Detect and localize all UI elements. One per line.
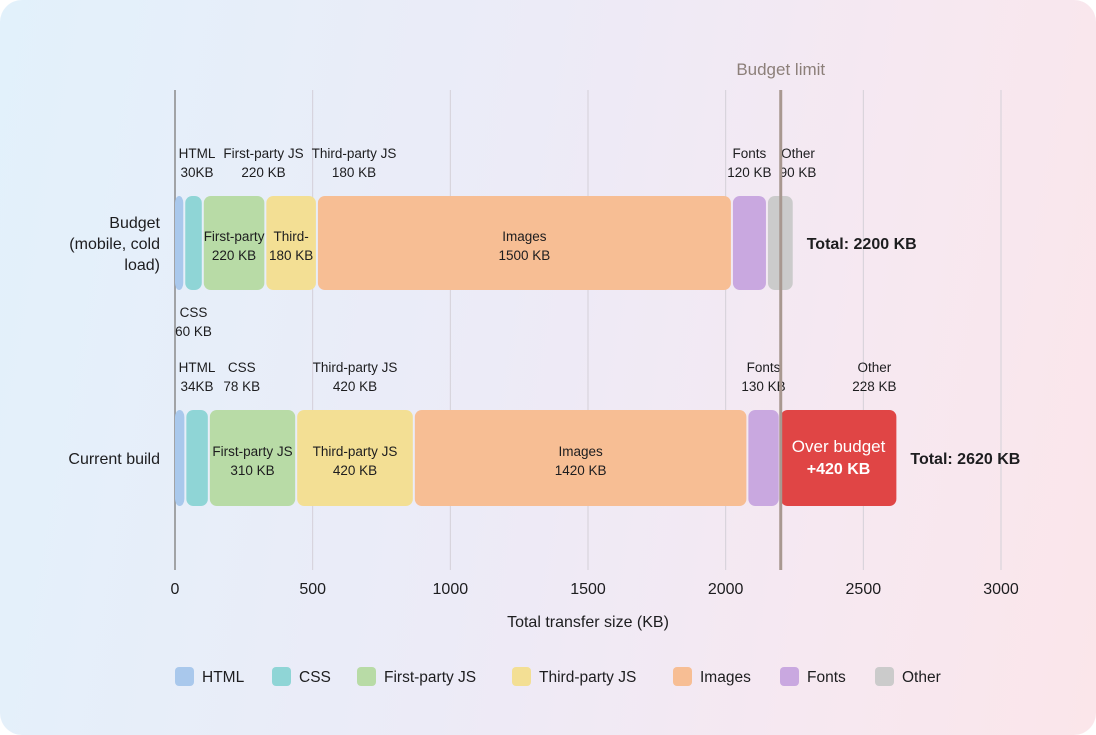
segment-inside-label: Third-party JS [313, 444, 398, 459]
x-tick-label: 1500 [570, 581, 606, 598]
x-tick-label: 0 [171, 581, 180, 598]
legend-label: Images [700, 669, 751, 686]
segment-inside-label: Images [502, 229, 547, 244]
segment-inside-label: 310 KB [230, 463, 274, 478]
bar-segment-third-party-js [297, 410, 413, 506]
segment-outside-label: 90 KB [780, 165, 817, 180]
bar-segment-css [185, 196, 202, 290]
bar-segment-third-party-js [266, 196, 316, 290]
x-tick-label: 500 [299, 581, 326, 598]
legend-label: First-party JS [384, 669, 476, 686]
segment-outside-label: 220 KB [241, 165, 285, 180]
segment-inside-label: Images [558, 444, 603, 459]
x-tick-label: 3000 [983, 581, 1019, 598]
segment-outside-label: 120 KB [727, 165, 771, 180]
legend-label: Other [902, 669, 941, 686]
budget-limit-label: Budget limit [736, 60, 825, 79]
category-label: Budget [109, 215, 160, 232]
segment-inside-label: 220 KB [212, 248, 256, 263]
segment-inside-label: 420 KB [333, 463, 377, 478]
bar-segment-fonts [748, 410, 779, 506]
segment-outside-label: Other [857, 360, 891, 375]
legend-swatch-css [272, 667, 291, 686]
segment-inside-label: 180 KB [269, 248, 313, 263]
over-budget-label: +420 KB [807, 461, 871, 478]
bar-segment-first-party-js [209, 410, 296, 506]
x-tick-label: 2500 [846, 581, 882, 598]
over-budget-label: Over budget [792, 437, 886, 456]
category-label: (mobile, cold [69, 236, 160, 253]
segment-outside-label: 30KB [180, 165, 213, 180]
bar-segment-first-party-js [203, 196, 265, 290]
segment-inside-label: 1500 KB [499, 248, 551, 263]
segment-outside-label: 34KB [180, 379, 213, 394]
bar-segment-html [175, 196, 184, 290]
over-budget-segment [780, 410, 897, 506]
segment-outside-label: 130 KB [741, 379, 785, 394]
segment-outside-label: Third-party JS [313, 360, 398, 375]
total-label: Total: 2620 KB [910, 451, 1020, 468]
segment-outside-label: 228 KB [852, 379, 896, 394]
bar-segment-images [317, 196, 731, 290]
segment-outside-label: 180 KB [332, 165, 376, 180]
segment-outside-label: First-party JS [223, 146, 303, 161]
legend-swatch-other [875, 667, 894, 686]
legend-label: CSS [299, 669, 331, 686]
segment-outside-label: Fonts [733, 146, 767, 161]
segment-outside-label: Fonts [747, 360, 781, 375]
bar-segment-html [175, 410, 185, 506]
x-tick-label: 1000 [433, 581, 469, 598]
segment-inside-label: 1420 KB [555, 463, 607, 478]
segment-outside-label: 420 KB [333, 379, 377, 394]
segment-outside-label: 60 KB [175, 324, 212, 339]
legend-label: Fonts [807, 669, 846, 686]
x-tick-label: 2000 [708, 581, 744, 598]
category-label: Current build [68, 451, 160, 468]
segment-outside-label: HTML [179, 360, 216, 375]
segment-inside-label: First-party [204, 229, 265, 244]
bar-segment-fonts [732, 196, 766, 290]
total-label: Total: 2200 KB [807, 236, 917, 253]
bar-segment-css [186, 410, 208, 506]
category-label: load) [124, 257, 160, 274]
legend-label: Third-party JS [539, 669, 636, 686]
segment-outside-label: HTML [179, 146, 216, 161]
segment-inside-label: Third- [274, 229, 309, 244]
legend-swatch-images [673, 667, 692, 686]
legend-label: HTML [202, 669, 245, 686]
bar-segment-images [414, 410, 747, 506]
legend-swatch-third-party-js [512, 667, 531, 686]
legend-swatch-html [175, 667, 194, 686]
segment-outside-label: Other [781, 146, 815, 161]
segment-outside-label: Third-party JS [312, 146, 397, 161]
legend-swatch-fonts [780, 667, 799, 686]
segment-outside-label: CSS [180, 305, 208, 320]
legend-swatch-first-party-js [357, 667, 376, 686]
segment-outside-label: 78 KB [223, 379, 260, 394]
segment-inside-label: First-party JS [212, 444, 292, 459]
segment-outside-label: CSS [228, 360, 256, 375]
x-axis-title: Total transfer size (KB) [507, 614, 669, 631]
